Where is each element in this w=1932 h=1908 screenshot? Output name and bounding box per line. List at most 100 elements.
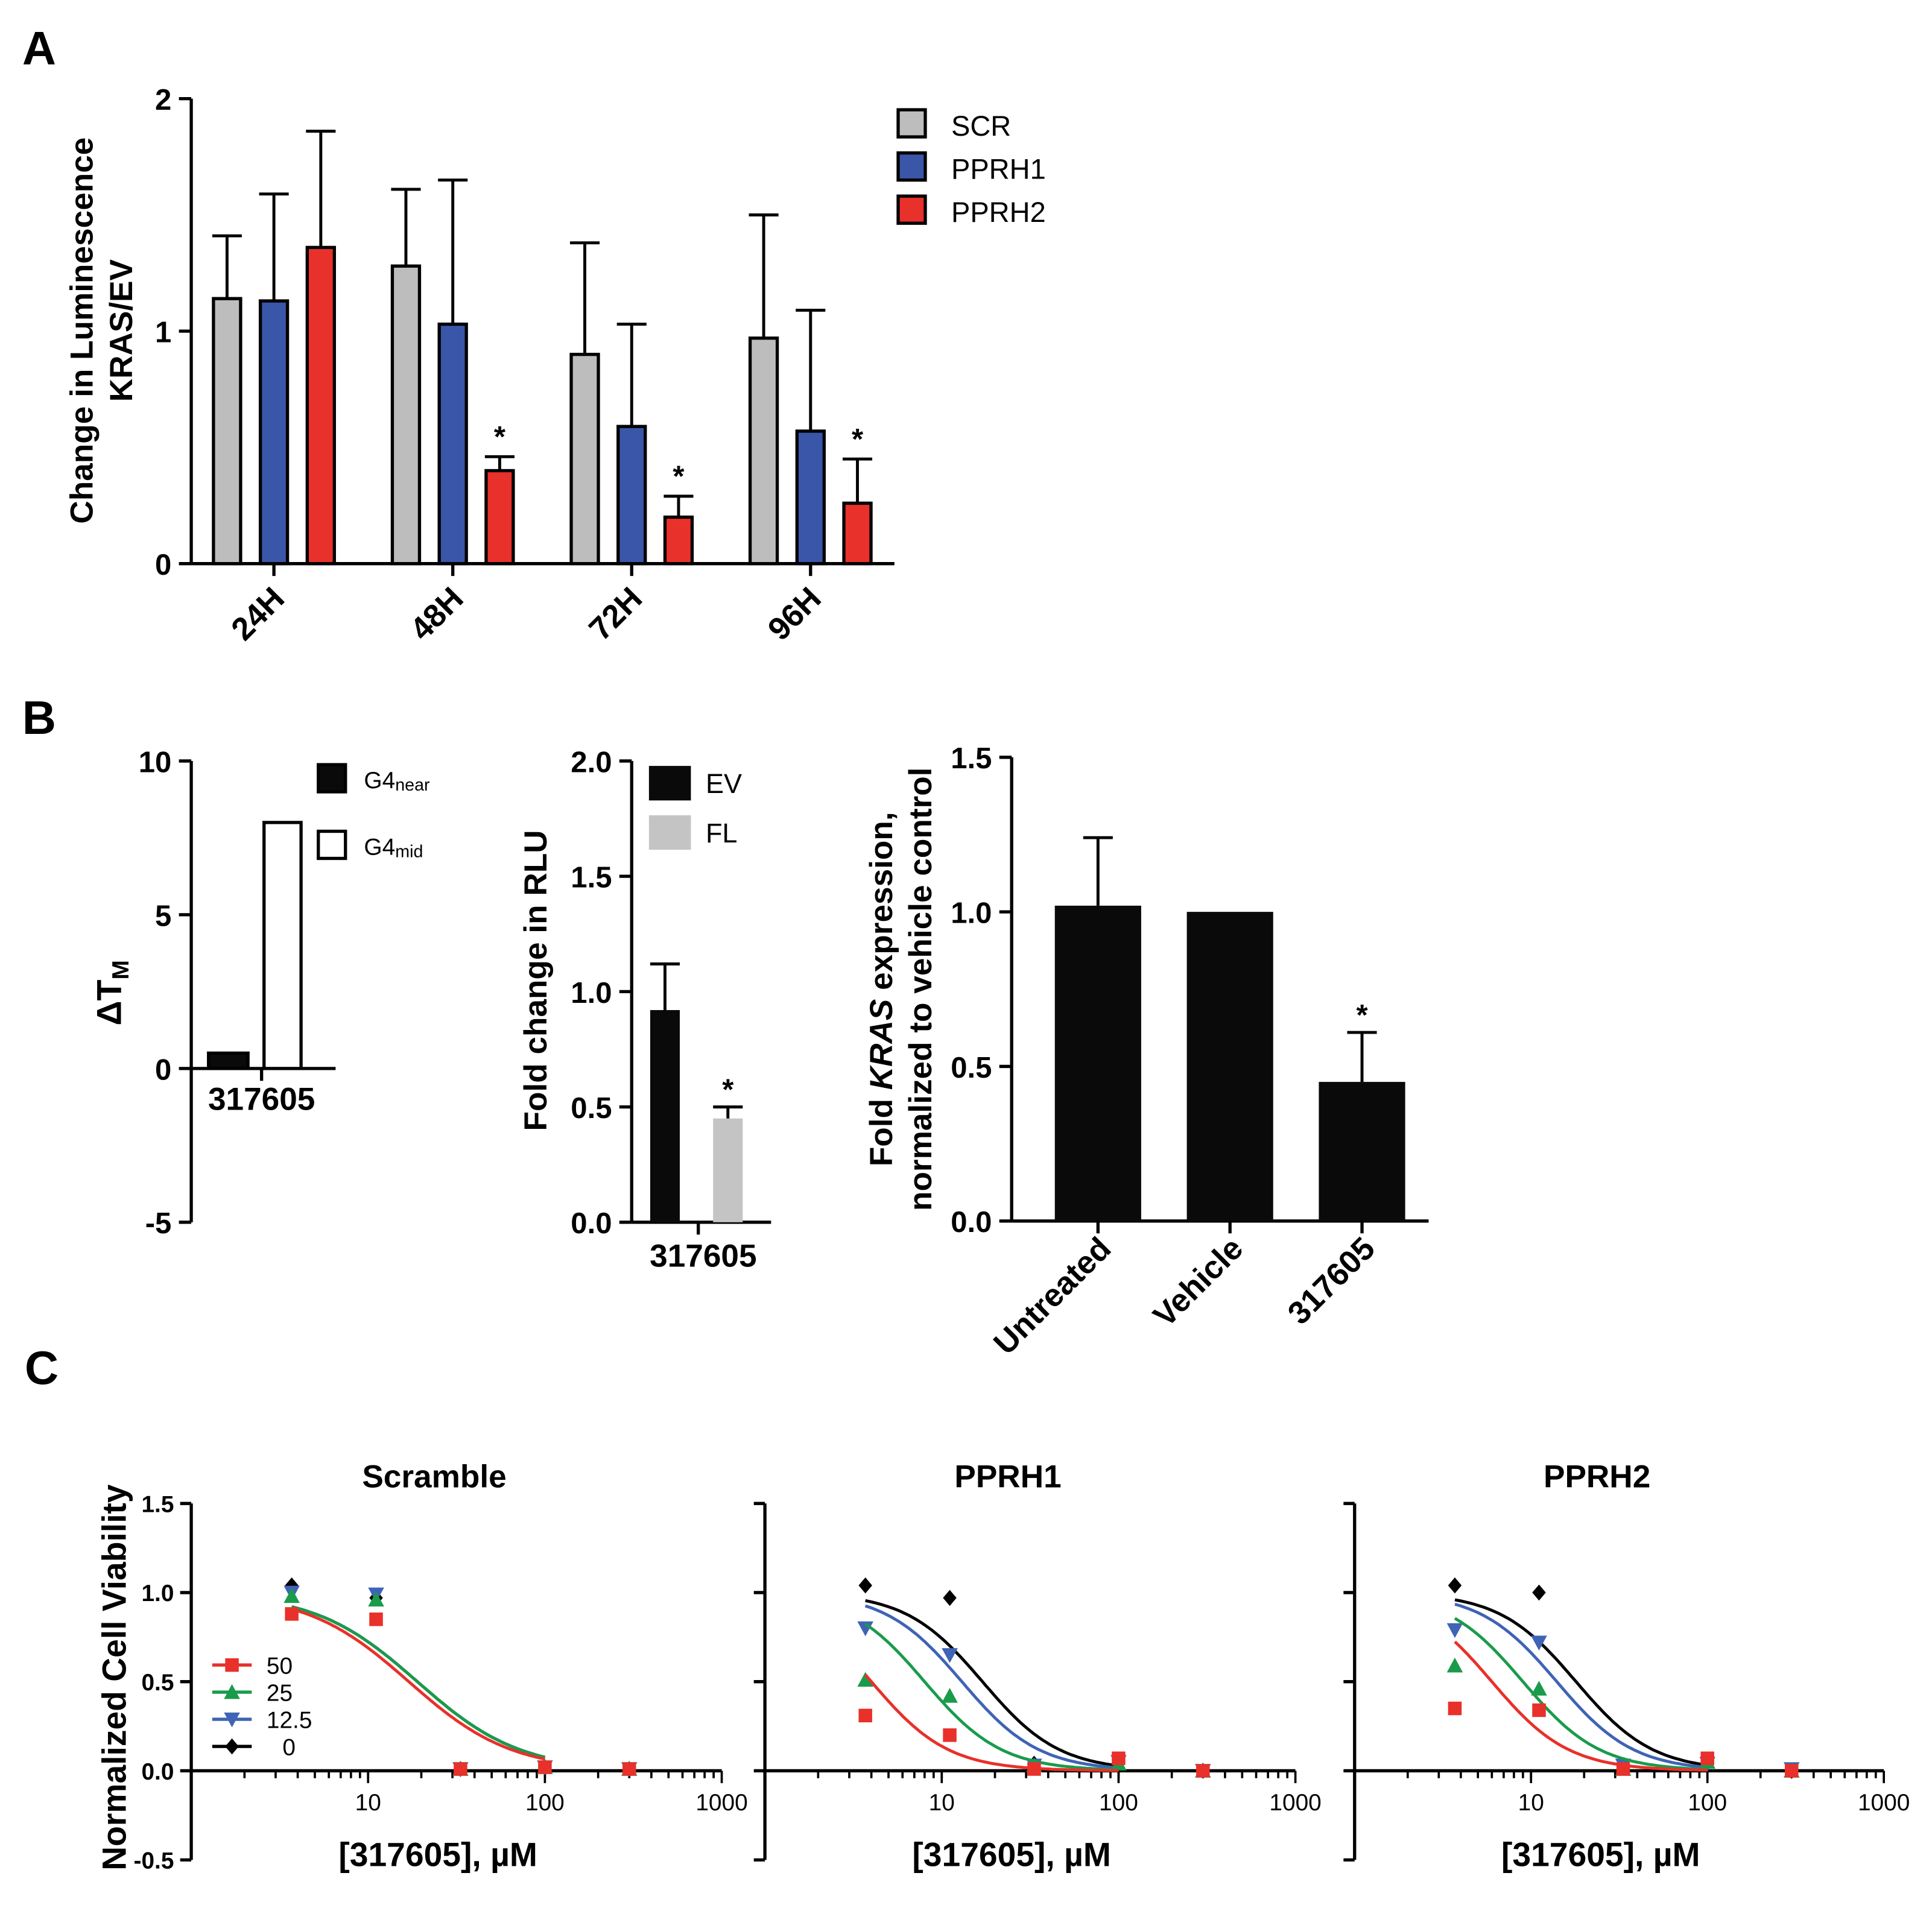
c-subplot-title: Scramble: [362, 1459, 506, 1495]
b1-legend-swatch-g4-mid: [317, 829, 347, 861]
b3-ylabel-expression: expression,: [864, 812, 899, 999]
b1-y-tick-label: 5: [155, 900, 171, 932]
b1-ylabel: ΔTM: [90, 960, 134, 1025]
b1-y-tick-label: 0: [155, 1054, 171, 1086]
c-point-50: [1700, 1751, 1714, 1766]
a-legend-label-pprh2: PPRH2: [951, 196, 1046, 228]
a-legend-swatch-pprh1: [896, 151, 927, 182]
b1-ylabel-subscript: M: [108, 960, 134, 979]
b1-y-tick-label: -5: [145, 1207, 172, 1240]
c-x-tick-label: 1000: [1858, 1790, 1910, 1816]
b3-y-tick-label: 0.5: [951, 1052, 992, 1084]
c-legend-label: 0: [282, 1734, 296, 1760]
c-point-0: [1448, 1577, 1462, 1594]
b2-x-tick-label: 317605: [650, 1238, 756, 1274]
b2-legend-swatch-fl: [648, 815, 691, 850]
a-x-tick-label: 72H: [583, 581, 650, 648]
c-point-12_5: [1446, 1623, 1463, 1638]
c-fit-curve-50: [1454, 1640, 1708, 1772]
c-point-0: [943, 1590, 957, 1606]
c-fit-curve-12_5: [864, 1604, 1119, 1769]
b3-ylabel-kras: KRAS: [864, 999, 899, 1090]
c-x-tick-label: 100: [1688, 1790, 1727, 1816]
c-point-25: [368, 1591, 384, 1606]
c-subplot-pprh1: 10 100 1000 PPRH1 [317605], µM: [753, 1459, 1322, 1873]
a-legend-swatch-scr: [896, 108, 927, 139]
c-point-50: [369, 1613, 383, 1626]
c-legend-label: 12.5: [267, 1707, 312, 1733]
b2-y-tick-label: 0.5: [571, 1092, 612, 1125]
c-point-0: [858, 1577, 872, 1594]
b1-legend-g4: G4: [364, 834, 395, 860]
c-xlabel: [317605], µM: [1501, 1836, 1700, 1873]
a-bar-pprh2: [842, 501, 873, 566]
c-ylabel: Normalized Cell Viability: [96, 1484, 133, 1871]
a-legend-label-scr: SCR: [951, 110, 1011, 142]
b3-bar-untreated: [1054, 905, 1141, 1221]
c-fit-curve-25: [291, 1605, 546, 1759]
c-fit-curve-50: [291, 1607, 546, 1761]
c-point-25: [1446, 1657, 1463, 1673]
c-point-50: [1532, 1703, 1546, 1717]
b1-x-tick-label: 317605: [208, 1082, 315, 1117]
c-fit-curve-25: [864, 1622, 1119, 1771]
c-xlabel: [317605], µM: [338, 1836, 537, 1873]
c-point-25: [942, 1688, 958, 1703]
c-legend-label: 50: [267, 1653, 293, 1679]
a-x-tick-label: 24H: [224, 581, 291, 648]
a-y-tick-label: 1: [155, 317, 171, 349]
c-point-50: [1112, 1751, 1126, 1766]
b3-y-tick-label: 1.5: [951, 742, 992, 775]
c-point-50: [1448, 1701, 1462, 1716]
panel-label-c: C: [25, 1342, 59, 1394]
c-point-25: [857, 1672, 873, 1687]
a-ylabel: Change in Luminescence KRAS/EV: [64, 137, 139, 524]
a-bar-scr: [212, 297, 242, 566]
c-y-tick-label: 1.0: [141, 1581, 174, 1606]
c-fit-curve-50: [864, 1673, 1119, 1772]
a-bar-scr: [569, 353, 600, 566]
c-x-tick-label: 10: [929, 1790, 955, 1816]
b3-ylabel-line2: normalized to vehicle control: [903, 768, 939, 1211]
c-subplot-title: PPRH2: [1544, 1459, 1650, 1495]
b3-bar-317605: [1319, 1082, 1405, 1221]
b2-y-tick-label: 1.0: [571, 977, 612, 1009]
b2-legend-label-ev: EV: [706, 768, 742, 799]
c-point-50: [1027, 1762, 1041, 1776]
b1-legend-label-g4-near: G4near: [364, 768, 430, 795]
c-point-12_5: [942, 1648, 958, 1663]
a-ylabel-line2: KRAS/EV: [104, 259, 139, 402]
c-point-50: [943, 1728, 957, 1742]
c-xlabel: [317605], µM: [912, 1836, 1111, 1873]
b1-bar-g4-near: [207, 1051, 250, 1070]
a-bar-pprh1: [795, 429, 826, 566]
b1-legend-subscript: near: [395, 776, 430, 795]
c-legend-marker: [224, 1712, 240, 1728]
c-point-50: [1616, 1762, 1630, 1776]
c-y-tick-label: -0.5: [134, 1848, 174, 1874]
panel-b-kras-expression-chart: 0.0 0.5 1.0 1.5 Fold KRAS expression, normali…: [864, 742, 1429, 1362]
c-point-50: [538, 1760, 552, 1774]
c-fit-curve-0: [865, 1599, 1119, 1767]
c-fit-curve-12_5: [1454, 1602, 1708, 1769]
b2-y-tick-label: 1.5: [571, 862, 612, 894]
b3-ylabel-line1: Fold KRAS expression,: [864, 812, 899, 1166]
c-subplot-title: PPRH1: [954, 1459, 1061, 1495]
panel-c-viability-curves: Normalized Cell Viability -0.5 0.0 0.5 1.0 1.…: [96, 1459, 1910, 1874]
b1-ylabel-delta-t: ΔT: [90, 980, 129, 1026]
a-y-tick-label: 2: [155, 84, 171, 116]
b3-bar-vehicle: [1186, 912, 1273, 1221]
a-bar-pprh1: [616, 425, 647, 566]
b3-x-tick-label: 317605: [1281, 1231, 1382, 1331]
a-x-tick-label: 96H: [761, 581, 828, 648]
b3-ylabel: Fold KRAS expression, normalized to vehic…: [864, 768, 939, 1211]
a-ylabel-line1: Change in Luminescence: [64, 137, 100, 524]
a-significance-star: *: [494, 421, 506, 453]
c-x-tick-label: 100: [525, 1790, 565, 1816]
b1-bar-g4-mid: [262, 821, 303, 1070]
a-bar-scr: [390, 264, 422, 566]
c-point-50: [858, 1708, 872, 1723]
